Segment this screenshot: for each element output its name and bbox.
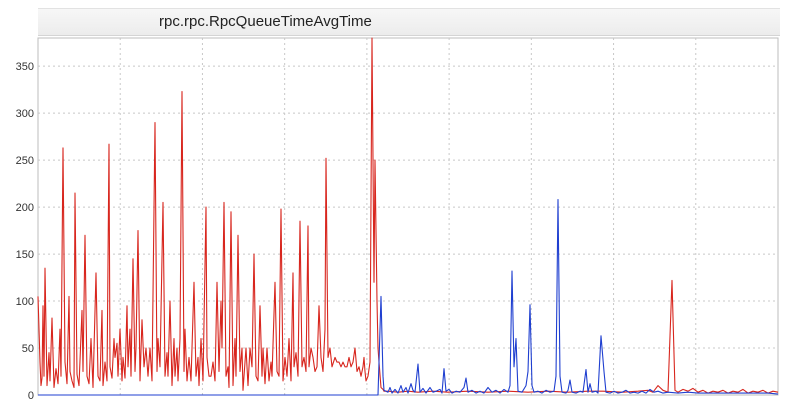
series-layer bbox=[37, 37, 779, 396]
y-tick-label: 350 bbox=[16, 61, 34, 73]
y-tick-label: 150 bbox=[16, 249, 34, 261]
y-tick-label: 250 bbox=[16, 155, 34, 167]
red-series-line bbox=[37, 37, 779, 394]
y-tick-label: 200 bbox=[16, 202, 34, 214]
y-tick-label: 300 bbox=[16, 108, 34, 120]
chart-title-bar: rpc.rpc.RpcQueueTimeAvgTime bbox=[38, 8, 780, 36]
y-tick-label: 50 bbox=[22, 343, 34, 355]
blue-series-line bbox=[38, 199, 779, 396]
grid-layer bbox=[37, 37, 779, 396]
y-tick-label: 0 bbox=[28, 390, 34, 402]
y-tick-label: 100 bbox=[16, 296, 34, 308]
plot-frame bbox=[37, 37, 779, 396]
y-axis: 0 50 100 150 200 250 300 350 bbox=[16, 61, 34, 402]
chart-title: rpc.rpc.RpcQueueTimeAvgTime bbox=[159, 13, 372, 30]
